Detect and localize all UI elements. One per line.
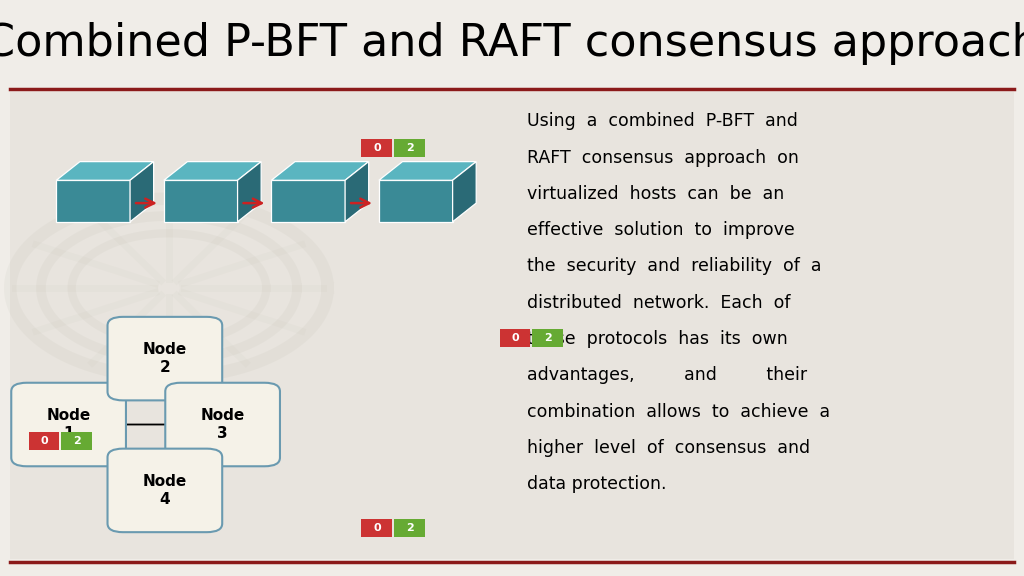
FancyBboxPatch shape bbox=[532, 329, 563, 347]
Text: 2: 2 bbox=[73, 437, 81, 446]
Text: the  security  and  reliability  of  a: the security and reliability of a bbox=[527, 257, 822, 275]
Text: Node
4: Node 4 bbox=[142, 474, 187, 507]
Text: Node
1: Node 1 bbox=[46, 408, 91, 441]
FancyBboxPatch shape bbox=[500, 329, 530, 347]
Polygon shape bbox=[56, 162, 154, 180]
FancyBboxPatch shape bbox=[29, 433, 59, 450]
Text: Node
3: Node 3 bbox=[201, 408, 245, 441]
Polygon shape bbox=[453, 162, 476, 222]
FancyBboxPatch shape bbox=[361, 519, 392, 537]
FancyBboxPatch shape bbox=[361, 139, 392, 157]
Text: 2: 2 bbox=[406, 143, 414, 153]
Polygon shape bbox=[164, 162, 261, 180]
Polygon shape bbox=[238, 162, 261, 222]
FancyBboxPatch shape bbox=[394, 519, 425, 537]
FancyBboxPatch shape bbox=[61, 433, 92, 450]
Polygon shape bbox=[271, 180, 345, 222]
Text: 0: 0 bbox=[40, 437, 48, 446]
Text: 2: 2 bbox=[544, 333, 552, 343]
Text: advantages,         and         their: advantages, and their bbox=[527, 366, 808, 384]
Polygon shape bbox=[379, 180, 453, 222]
Text: combination  allows  to  achieve  a: combination allows to achieve a bbox=[527, 403, 830, 420]
Text: 2: 2 bbox=[406, 523, 414, 533]
Text: RAFT  consensus  approach  on: RAFT consensus approach on bbox=[527, 149, 800, 166]
Text: 0: 0 bbox=[373, 523, 381, 533]
Text: data protection.: data protection. bbox=[527, 475, 667, 493]
FancyBboxPatch shape bbox=[108, 449, 222, 532]
FancyBboxPatch shape bbox=[108, 317, 222, 400]
Text: 0: 0 bbox=[511, 333, 519, 343]
Text: Using  a  combined  P-BFT  and: Using a combined P-BFT and bbox=[527, 112, 799, 130]
Polygon shape bbox=[164, 180, 238, 222]
Polygon shape bbox=[56, 180, 130, 222]
Text: virtualized  hosts  can  be  an: virtualized hosts can be an bbox=[527, 185, 784, 203]
Text: distributed  network.  Each  of: distributed network. Each of bbox=[527, 294, 791, 312]
Polygon shape bbox=[271, 162, 369, 180]
Text: Combined P-BFT and RAFT consensus approach: Combined P-BFT and RAFT consensus approa… bbox=[0, 22, 1024, 65]
Text: 0: 0 bbox=[373, 143, 381, 153]
FancyBboxPatch shape bbox=[165, 382, 280, 467]
Text: effective  solution  to  improve: effective solution to improve bbox=[527, 221, 795, 239]
Text: Node
2: Node 2 bbox=[142, 342, 187, 375]
Polygon shape bbox=[379, 162, 476, 180]
FancyBboxPatch shape bbox=[394, 139, 425, 157]
FancyBboxPatch shape bbox=[10, 92, 1014, 559]
FancyBboxPatch shape bbox=[11, 382, 126, 467]
Polygon shape bbox=[345, 162, 369, 222]
Text: these  protocols  has  its  own: these protocols has its own bbox=[527, 330, 788, 348]
Polygon shape bbox=[130, 162, 154, 222]
Text: higher  level  of  consensus  and: higher level of consensus and bbox=[527, 439, 810, 457]
